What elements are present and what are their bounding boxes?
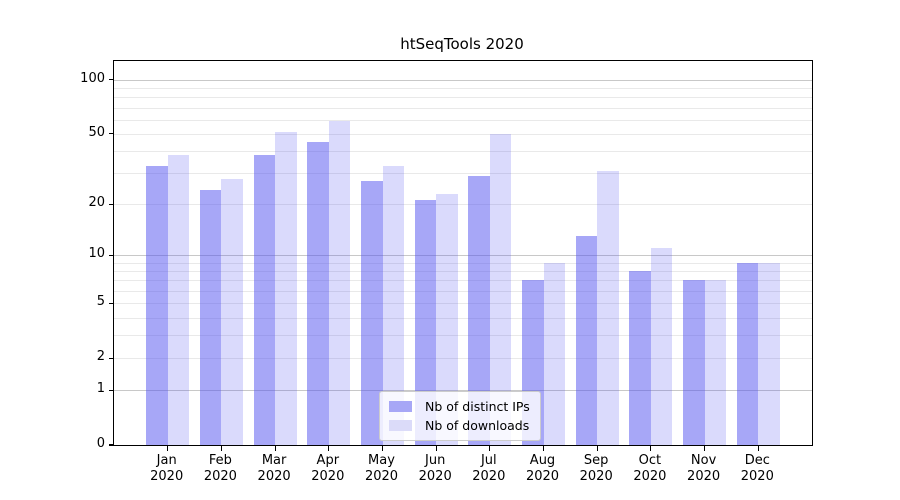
- bar-downloads-jan: [167, 155, 190, 445]
- bar-downloads-mar: [275, 132, 297, 445]
- chart-title: htSeqTools 2020: [400, 35, 524, 53]
- x-tick-label-mar: Mar 2020: [257, 453, 291, 484]
- x-tick-label-dec: Dec 2020: [740, 453, 774, 484]
- bar-downloads-sep: [597, 170, 619, 445]
- y-tick-20: [108, 203, 113, 205]
- x-tick-apr: [328, 446, 330, 451]
- bar-distinct-ips-jun: [414, 200, 437, 445]
- bar-distinct-ips-mar: [253, 155, 276, 445]
- gridline-minor-40: [114, 151, 812, 153]
- x-tick-label-feb: Feb 2020: [203, 453, 237, 484]
- gridline-minor-70: [114, 107, 812, 109]
- gridline-minor-3: [114, 335, 812, 337]
- bar-downloads-apr: [328, 121, 351, 445]
- gridline-minor-9: [114, 262, 812, 264]
- gridline-minor-50: [114, 133, 812, 135]
- gridline-minor-6: [114, 291, 812, 292]
- bar-distinct-ips-apr: [307, 142, 329, 445]
- x-tick-label-nov: Nov 2020: [687, 453, 721, 484]
- bar-distinct-ips-jul: [468, 175, 490, 445]
- y-tick-10: [108, 254, 113, 256]
- x-tick-nov: [704, 446, 706, 451]
- gridline-minor-7: [114, 280, 812, 282]
- bar-distinct-ips-oct: [629, 271, 651, 445]
- bar-downloads-jun: [436, 193, 458, 445]
- bar-distinct-ips-feb: [199, 190, 222, 445]
- bar-downloads-jul: [489, 133, 512, 445]
- bar-distinct-ips-dec: [736, 262, 759, 445]
- x-tick-oct: [650, 446, 652, 451]
- gridline-major-1: [114, 390, 812, 392]
- y-tick-label-5: 5: [96, 294, 105, 310]
- y-tick-5: [108, 302, 113, 304]
- gridline-minor-60: [114, 119, 812, 121]
- x-tick-may: [381, 446, 384, 451]
- bar-downloads-nov: [704, 280, 727, 445]
- bar-downloads-oct: [650, 248, 673, 445]
- x-tick-sep: [596, 446, 598, 451]
- gridline-minor-20: [114, 204, 812, 206]
- x-tick-aug: [542, 446, 545, 451]
- y-tick-label-0: 0: [96, 436, 105, 451]
- x-tick-jun: [435, 446, 437, 451]
- y-tick-label-1: 1: [96, 381, 105, 397]
- x-tick-label-jun: Jun 2020: [418, 453, 452, 484]
- x-tick-label-sep: Sep 2020: [579, 453, 613, 484]
- bar-distinct-ips-sep: [575, 236, 598, 445]
- gridline-minor-4: [114, 317, 812, 319]
- bar-distinct-ips-jan: [146, 165, 168, 445]
- legend-item-distinct-ips: Nb of distinct IPs: [389, 398, 530, 415]
- y-tick-0: [108, 444, 113, 446]
- legend: Nb of distinct IPs Nb of downloads: [379, 391, 541, 441]
- x-tick-label-aug: Aug 2020: [525, 453, 560, 484]
- bar-downloads-feb: [221, 178, 243, 445]
- y-tick-50: [108, 133, 113, 135]
- gridline-major-100: [114, 79, 812, 81]
- legend-label-distinct-ips: Nb of distinct IPs: [425, 399, 530, 414]
- y-tick-label-2: 2: [96, 349, 105, 365]
- y-tick-label-20: 20: [88, 195, 105, 211]
- gridline-minor-5: [114, 303, 812, 305]
- x-tick-jul: [489, 446, 491, 451]
- x-tick-mar: [274, 446, 276, 451]
- bar-downloads-dec: [758, 262, 780, 445]
- gridline-minor-8: [114, 271, 812, 273]
- y-tick-label-50: 50: [88, 124, 105, 140]
- legend-label-downloads: Nb of downloads: [425, 418, 530, 433]
- bar-distinct-ips-nov: [683, 280, 705, 445]
- plot-area: [108, 60, 813, 451]
- x-tick-feb: [220, 446, 222, 451]
- x-tick-label-apr: Apr 2020: [311, 453, 345, 484]
- legend-item-downloads: Nb of downloads: [389, 417, 530, 434]
- x-tick-dec: [757, 446, 759, 451]
- gridline-major-10: [114, 255, 812, 257]
- legend-swatch-downloads: [389, 420, 412, 431]
- x-tick-label-may: May 2020: [364, 453, 399, 484]
- y-tick-label-100: 100: [80, 70, 105, 86]
- y-tick-1: [108, 389, 113, 391]
- x-tick-label-jul: Jul 2020: [472, 453, 506, 484]
- x-tick-jan: [167, 446, 169, 451]
- x-tick-label-jan: Jan 2020: [150, 453, 184, 484]
- bar-downloads-aug: [543, 262, 565, 445]
- y-tick-100: [108, 79, 113, 81]
- bar-downloads-may: [382, 165, 404, 445]
- gridline-minor-2: [114, 358, 812, 360]
- gridline-minor-90: [114, 88, 812, 89]
- legend-swatch-distinct-ips: [389, 401, 412, 412]
- bar-distinct-ips-may: [361, 181, 383, 445]
- y-tick-2: [108, 357, 113, 359]
- gridline-minor-80: [114, 97, 812, 99]
- y-tick-label-10: 10: [88, 246, 105, 262]
- x-tick-label-oct: Oct 2020: [633, 453, 667, 484]
- gridline-minor-30: [114, 173, 812, 175]
